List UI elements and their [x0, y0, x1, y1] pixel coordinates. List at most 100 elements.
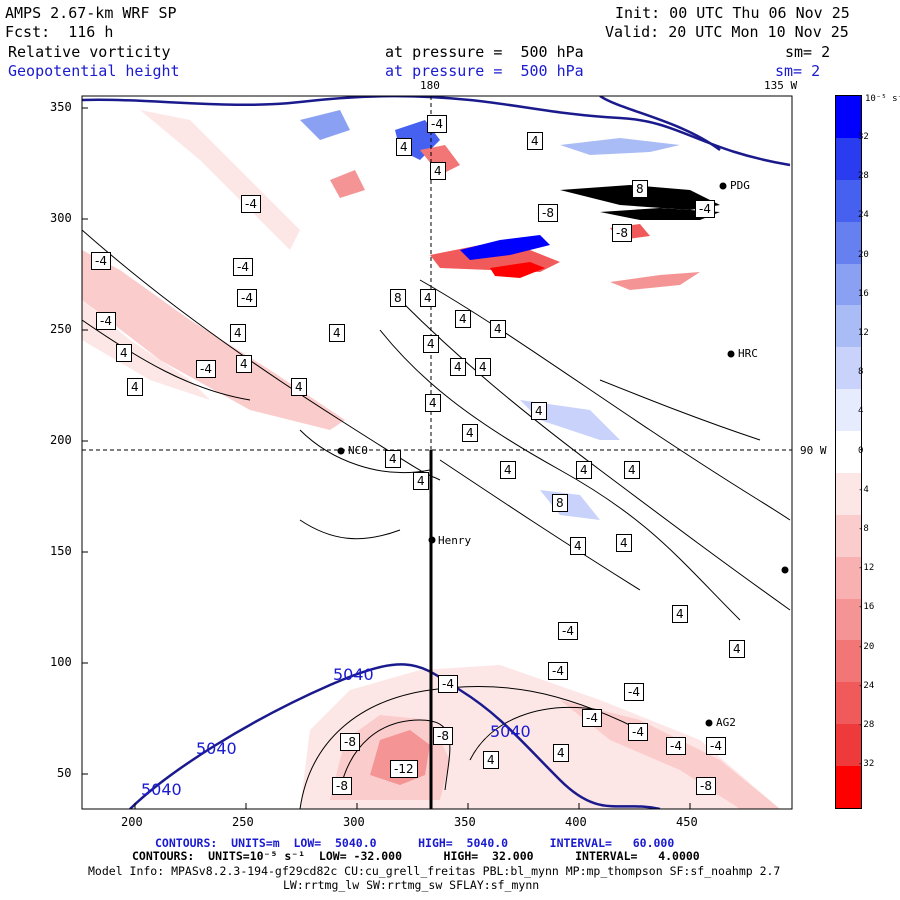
colorbar-swatch: [836, 137, 861, 181]
vort-contour-label: -4: [427, 115, 447, 133]
colorbar-tick-label: 8: [858, 367, 864, 378]
x-tick-label: 350: [454, 815, 476, 829]
colorbar-swatch: [836, 556, 861, 600]
pos-vort-jet-1: [460, 235, 550, 260]
colorbar-tick-label: -4: [858, 484, 869, 495]
map-fields: [82, 96, 792, 809]
vort-contour-label: -4: [666, 737, 686, 755]
x-tick-label: 200: [121, 815, 143, 829]
vort-contour-label: 4: [462, 424, 478, 442]
colorbar-tick-label: 0: [858, 445, 864, 456]
height-label: 5040: [196, 739, 237, 758]
colorbar-tick-label: 24: [858, 210, 869, 221]
vort-contour-label: 8: [390, 289, 406, 307]
y-tick-label: 300: [50, 211, 72, 225]
vort-contour-label: 4: [553, 744, 569, 762]
colorbar-swatch: [836, 472, 861, 516]
colorbar-tick-label: -28: [858, 720, 875, 730]
vort-contour-label: 4: [116, 344, 132, 362]
vort-contour-label: -8: [696, 777, 716, 795]
station-marker-pdg: [719, 182, 727, 190]
jet-black-2: [600, 208, 720, 220]
station-marker-henry: [428, 536, 436, 544]
vort-contour-label: -4: [558, 622, 578, 640]
colorbar-tick-label: -32: [858, 759, 875, 770]
vort-contour-label: 4: [450, 358, 466, 376]
axis-ticks: [82, 107, 691, 809]
vort-contour-label: 4: [329, 324, 345, 342]
colorbar-tick-label: -24: [858, 680, 875, 691]
station-label-nco: NCO: [348, 444, 368, 457]
colorbar-swatch: [836, 724, 861, 767]
field1-level: at pressure = 500 hPa: [385, 43, 584, 61]
vort-contour-label: 4: [230, 324, 246, 342]
vort-contour-label: -12: [390, 760, 418, 778]
vort-contour-label: -4: [582, 709, 602, 727]
vort-contour-label: 4: [483, 751, 499, 769]
vort-contour-label: -4: [241, 195, 261, 213]
vort-contour-label: 4: [385, 450, 401, 468]
vort-contour-label: 4: [420, 289, 436, 307]
x-tick-label: 400: [565, 815, 587, 829]
init-time: Init: 00 UTC Thu 06 Nov 25: [615, 4, 850, 22]
colorbar-tick-label: -16: [858, 602, 875, 613]
vort-contour-label: -4: [628, 723, 648, 741]
field1-name: Relative vorticity: [8, 43, 171, 61]
x-tick-label: 300: [343, 815, 365, 829]
station-label-hrc: HRC: [738, 347, 758, 360]
footer-contours-vort: CONTOURS: UNITS=10⁻⁵ s⁻¹ LOW= -32.000 HI…: [132, 849, 700, 863]
vort-contour-label: -4: [624, 683, 644, 701]
vort-contour-label: 4: [616, 534, 632, 552]
vort-contour-label: 4: [396, 138, 412, 156]
y-tick-label: 250: [50, 322, 72, 336]
vort-contours: [82, 229, 791, 809]
vort-contour-label: 4: [413, 472, 429, 490]
y-tick-label: 150: [50, 544, 72, 558]
valid-time: Valid: 20 UTC Mon 10 Nov 25: [605, 23, 849, 41]
colorbar-units: 10⁻⁵ s⁻¹: [865, 94, 900, 104]
plot-frame: [81, 95, 793, 810]
vort-contour-label: 4: [425, 394, 441, 412]
station-marker-ag2: [705, 719, 713, 727]
vort-contour-label: 4: [729, 640, 745, 658]
pos-vort-patch-3: [560, 138, 680, 155]
colorbar-tick-label: 12: [858, 328, 869, 338]
colorbar-tick-label: 28: [858, 171, 869, 182]
station-marker-nco: [337, 447, 345, 455]
vort-contour-label: 8: [552, 494, 568, 512]
vort-contour-label: 4: [455, 310, 471, 328]
colorbar-swatch: [836, 305, 861, 348]
vort-contour-label: -8: [538, 204, 558, 222]
colorbar-tick-label: 32: [858, 132, 869, 142]
station-markers: [337, 182, 789, 727]
colorbar-tick-label: 4: [858, 406, 864, 417]
y-tick-label: 100: [50, 655, 72, 669]
colorbar-swatch: [836, 431, 861, 474]
height-label: 5040: [490, 722, 531, 741]
vort-contour-label: -8: [433, 727, 453, 745]
colorbar-swatch: [836, 598, 861, 641]
lon-label-180: 180: [420, 79, 440, 92]
neg-vort-patch-1: [420, 145, 460, 175]
vort-contour-label: 4: [236, 355, 252, 373]
vort-contour-label: 4: [500, 461, 516, 479]
vort-contour-label: 4: [430, 162, 446, 180]
vort-contour-label: -4: [706, 737, 726, 755]
x-tick-label: 450: [676, 815, 698, 829]
vort-contour-label: 4: [490, 320, 506, 338]
vort-contour-label: -4: [96, 312, 116, 330]
vort-contour-label: 4: [570, 537, 586, 555]
station-label-ag2: AG2: [716, 716, 736, 729]
vort-contour-label: 8: [632, 180, 648, 198]
colorbar-swatch: [836, 682, 861, 725]
height-label: 5040: [333, 665, 374, 684]
vort-contour-label: -4: [233, 258, 253, 276]
pos-vort-patch-4: [540, 490, 600, 520]
colorbar-swatch: [836, 640, 861, 683]
colorbar-swatch: [836, 263, 861, 306]
forecast-hour: Fcst: 116 h: [5, 23, 114, 41]
y-tick-label: 50: [57, 766, 72, 780]
colorbar-tick-label: 16: [858, 288, 869, 299]
vort-contour-label: 4: [624, 461, 640, 479]
colorbar-tick-label: -20: [858, 641, 875, 652]
